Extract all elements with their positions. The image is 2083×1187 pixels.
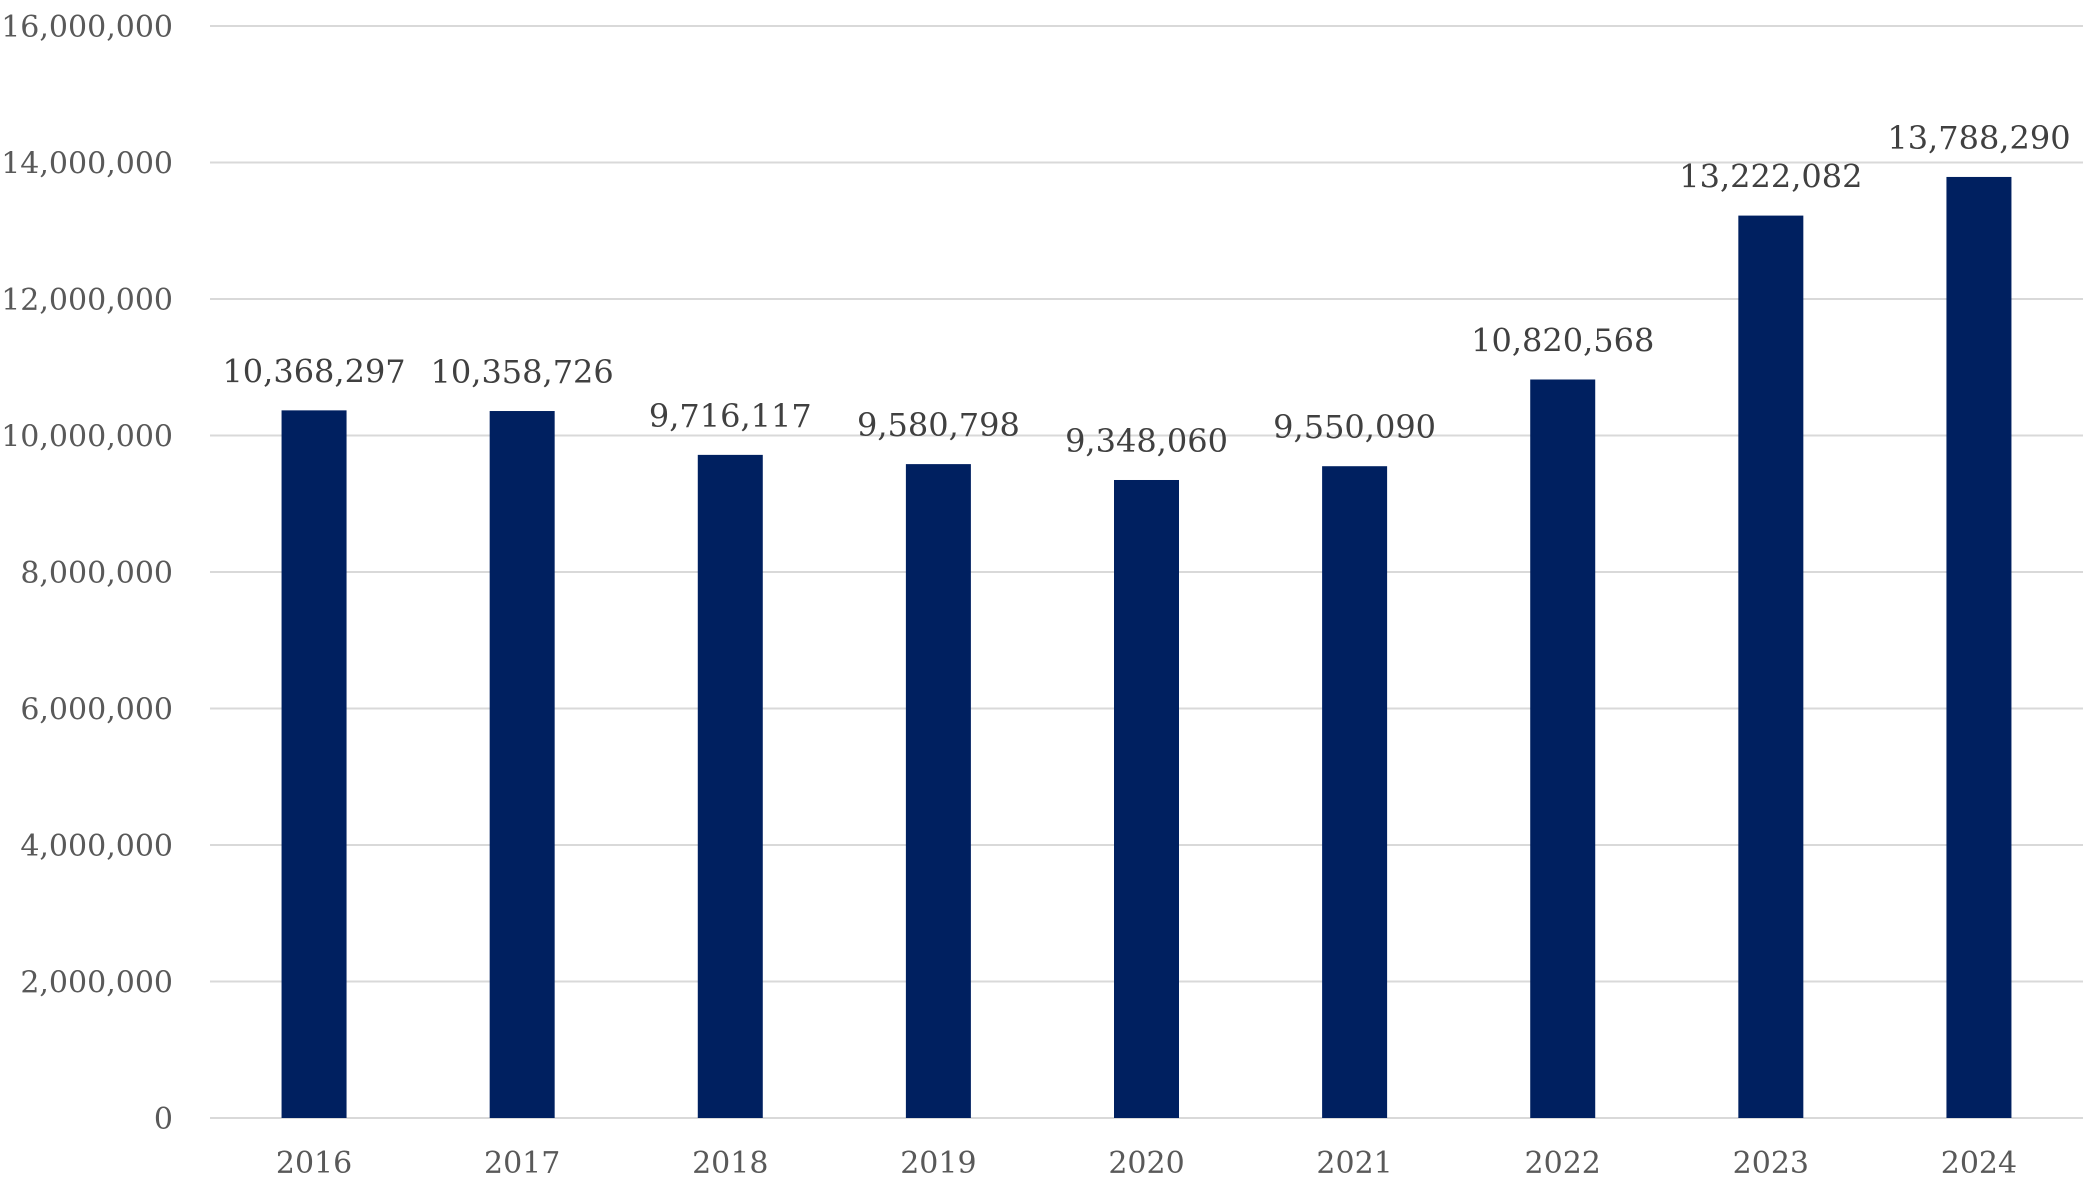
x-tick-label-2020: 2020 [1108, 1146, 1184, 1181]
bar-2024 [1946, 176, 2012, 1118]
x-tick-label-2016: 2016 [276, 1146, 352, 1181]
bar-2017 [489, 411, 555, 1118]
y-tick-label: 2,000,000 [20, 966, 173, 1001]
bar-2018 [697, 454, 763, 1118]
y-tick-label: 4,000,000 [20, 829, 173, 864]
y-axis: 0 2,000,000 4,000,000 6,000,000 8,000,000 10,… [1, 10, 173, 1137]
data-label-2016: 10,368,297 [222, 352, 405, 390]
y-tick-label: 12,000,000 [1, 283, 173, 318]
bar-2021 [1322, 466, 1388, 1118]
bar-2022 [1530, 379, 1596, 1119]
bar-2023 [1738, 215, 1804, 1119]
x-tick-label-2024: 2024 [1941, 1146, 2017, 1181]
data-labels: 10,368,297 10,358,726 9,716,117 9,580,798 9,… [222, 119, 2070, 460]
bar-2020 [1114, 479, 1179, 1119]
x-tick-label-2021: 2021 [1316, 1146, 1392, 1181]
bar-2016 [281, 410, 347, 1118]
y-tick-label: 16,000,000 [1, 10, 173, 45]
x-tick-label-2017: 2017 [484, 1146, 560, 1181]
data-label-2017: 10,358,726 [431, 353, 614, 391]
data-label-2022: 10,820,568 [1471, 321, 1654, 359]
x-tick-label-2018: 2018 [692, 1146, 768, 1181]
x-axis: 2016 2017 2018 2019 2020 2021 2022 2023 2024 [276, 1146, 2017, 1181]
y-tick-label: 14,000,000 [1, 147, 173, 182]
y-tick-label: 10,000,000 [1, 420, 173, 455]
bar-2019 [905, 464, 971, 1118]
data-label-2020: 9,348,060 [1065, 422, 1228, 460]
y-tick-label: 0 [154, 1102, 173, 1137]
y-tick-label: 6,000,000 [20, 693, 173, 728]
data-label-2021: 9,550,090 [1273, 408, 1436, 446]
data-label-2018: 9,716,117 [649, 397, 812, 435]
bars [281, 176, 2012, 1119]
y-tick-label: 8,000,000 [20, 556, 173, 591]
x-tick-label-2019: 2019 [900, 1146, 976, 1181]
x-tick-label-2023: 2023 [1733, 1146, 1809, 1181]
x-tick-label-2022: 2022 [1525, 1146, 1601, 1181]
data-label-2019: 9,580,798 [857, 406, 1020, 444]
data-label-2023: 13,222,082 [1679, 158, 1862, 196]
data-label-2024: 13,788,290 [1887, 119, 2070, 157]
